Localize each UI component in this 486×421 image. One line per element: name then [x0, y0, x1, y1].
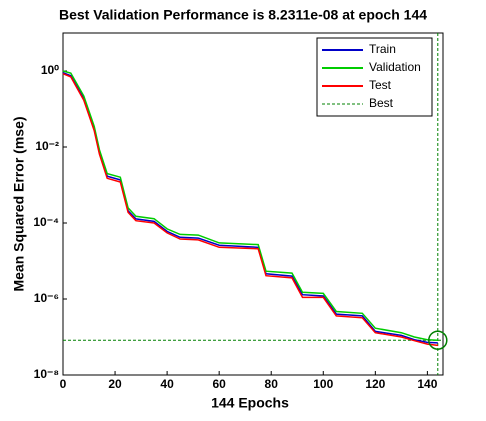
y-tick-label: 10⁰ [41, 63, 59, 77]
best-marker [428, 330, 448, 350]
chart-title: Best Validation Performance is 8.2311e-0… [59, 7, 427, 23]
x-tick-label: 140 [417, 377, 437, 391]
y-axis-label: Mean Squared Error (mse) [11, 116, 27, 291]
x-axis-label: 144 Epochs [211, 395, 289, 411]
x-tick-label: 120 [365, 377, 385, 391]
x-tick-label: 20 [108, 377, 122, 391]
y-tick-label: 10⁻⁶ [34, 291, 59, 305]
y-tick-label: 10⁻⁸ [34, 367, 59, 381]
legend-label: Train [369, 42, 396, 56]
x-tick-label: 80 [265, 377, 279, 391]
legend-label: Test [369, 78, 392, 92]
series-line [62, 70, 438, 341]
y-tick-label: 10⁻⁴ [33, 215, 59, 229]
y-tick-label: 10⁻² [35, 139, 59, 153]
x-tick-label: 60 [212, 377, 226, 391]
x-tick-label: 0 [60, 377, 67, 391]
legend-label: Validation [369, 60, 421, 74]
legend-label: Best [369, 96, 394, 110]
x-tick-label: 100 [313, 377, 333, 391]
x-tick-label: 40 [160, 377, 174, 391]
series-line [62, 73, 438, 347]
